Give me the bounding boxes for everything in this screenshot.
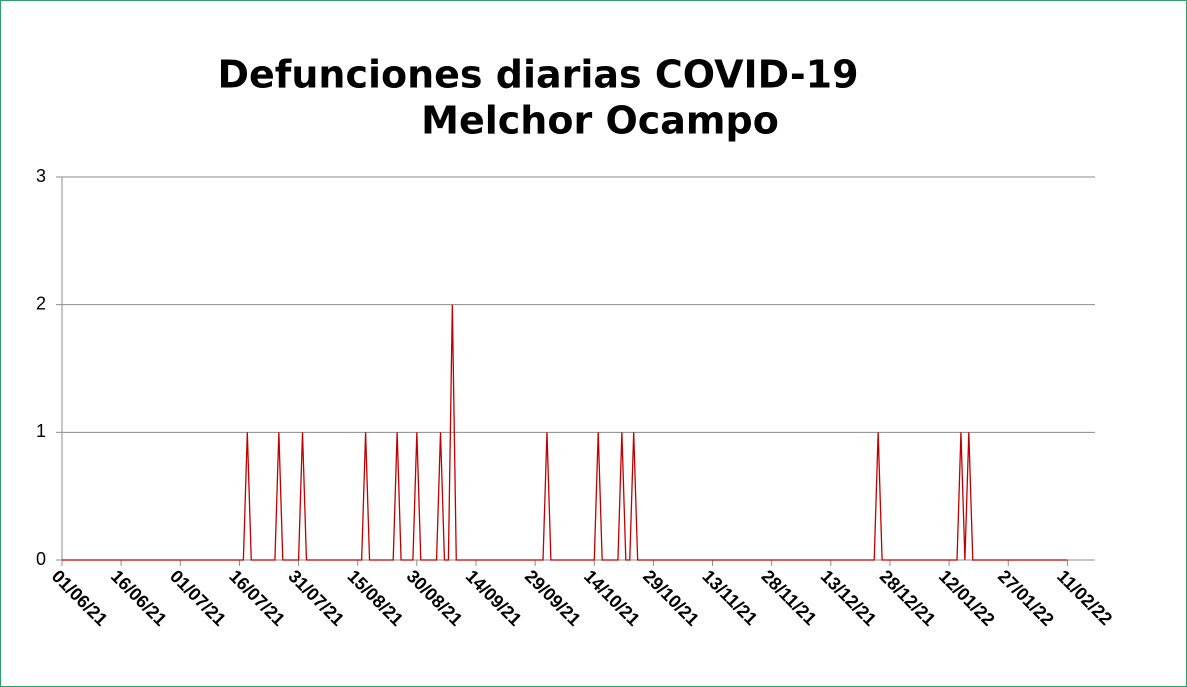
y-tick-label: 2 [36, 293, 46, 313]
data-line [62, 304, 1068, 561]
y-tick-label: 3 [36, 166, 46, 186]
chart-title: Defunciones diarias COVID-19 [217, 53, 858, 97]
chart-subtitle: Melchor Ocampo [421, 99, 779, 143]
y-tick-label: 0 [36, 549, 46, 569]
y-tick-label: 1 [36, 421, 46, 441]
